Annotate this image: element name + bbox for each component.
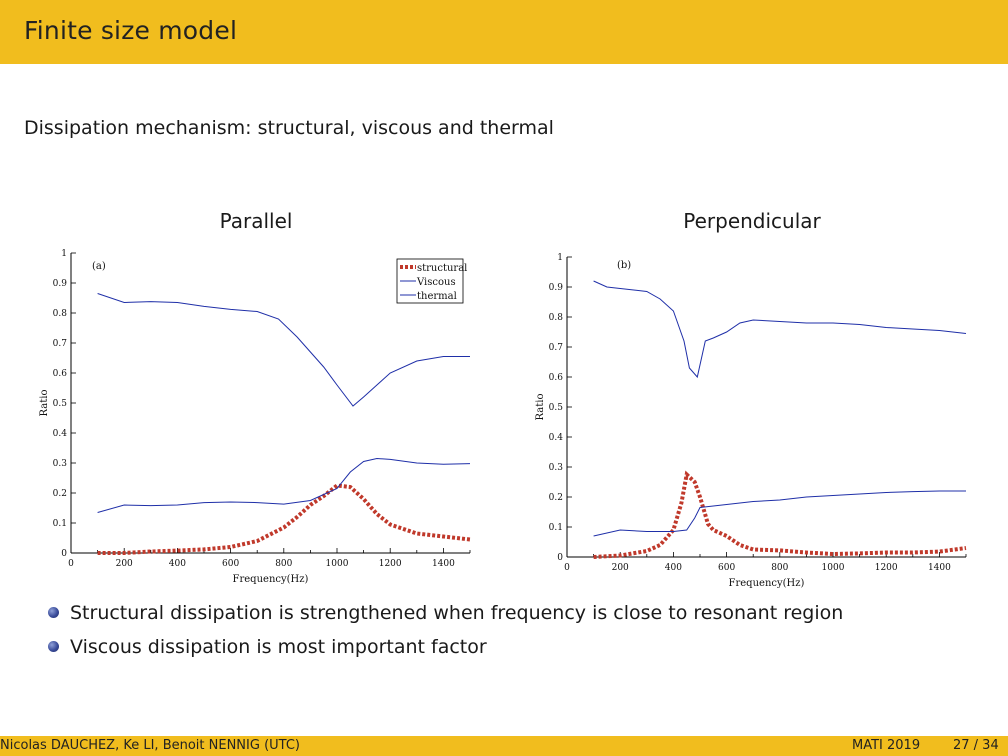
x-tick-label: 1000: [326, 559, 349, 569]
y-tick-label: 0.4: [549, 433, 564, 443]
series-line-thermal: [97, 457, 471, 513]
y-tick-label: 0: [557, 553, 563, 563]
y-tick-label: 0: [61, 549, 67, 559]
y-tick-label: 0.4: [53, 429, 68, 439]
x-axis-label: Frequency(Hz): [233, 574, 309, 585]
y-tick-label: 0.9: [53, 279, 68, 289]
x-tick-label: 1000: [822, 563, 845, 573]
slide-title: Finite size model: [24, 16, 238, 45]
y-tick-label: 0.5: [549, 403, 564, 413]
footer-bar: Nicolas DAUCHEZ, Ke LI, Benoit NENNIG (U…: [0, 736, 1008, 756]
x-tick-label: 1400: [928, 563, 951, 573]
y-tick-label: 0.6: [549, 373, 564, 383]
x-tick-label: 200: [612, 563, 629, 573]
series-line-viscous: [97, 293, 470, 407]
bullet-dot-icon: [48, 607, 59, 618]
y-tick-label: 0.1: [549, 523, 563, 533]
x-axis-label: Frequency(Hz): [729, 578, 805, 589]
panel-title-perpendicular: Perpendicular: [683, 209, 821, 233]
legend-label-thermal: thermal: [417, 291, 457, 302]
x-tick-label: 1400: [432, 559, 455, 569]
x-tick-label: 400: [665, 563, 682, 573]
series-line-viscous: [593, 280, 967, 379]
y-tick-label: 0.7: [549, 343, 564, 353]
y-tick-label: 0.1: [53, 519, 67, 529]
series-line-structural: [593, 470, 967, 559]
slide-subtitle: Dissipation mechanism: structural, visco…: [24, 117, 554, 139]
legend-label-viscous: Viscous: [416, 277, 456, 288]
y-tick-label: 0.8: [549, 313, 564, 323]
y-tick-label: 0.3: [53, 459, 68, 469]
footer-page-number: 27 / 34: [953, 738, 999, 753]
y-tick-label: 0.5: [53, 399, 68, 409]
footer-venue: MATI 2019: [852, 738, 921, 753]
bullet-text: Viscous dissipation is most important fa…: [70, 636, 487, 658]
title-bar: [0, 0, 1008, 64]
bullet-dot-icon: [48, 641, 59, 652]
y-tick-label: 0.8: [53, 309, 68, 319]
x-tick-label: 800: [771, 563, 788, 573]
x-tick-label: 200: [116, 559, 133, 569]
y-axis-label: Ratio: [39, 390, 50, 417]
bullet-list: Structural dissipation is strengthened w…: [48, 596, 843, 664]
x-tick-label: 600: [718, 563, 735, 573]
series-line-thermal: [593, 490, 966, 537]
y-tick-label: 0.2: [53, 489, 67, 499]
x-tick-label: 600: [222, 559, 239, 569]
y-tick-label: 0.9: [549, 283, 564, 293]
y-tick-label: 1: [557, 253, 563, 263]
panel-tag: (a): [92, 261, 106, 272]
y-tick-label: 0.2: [549, 493, 563, 503]
x-tick-label: 1200: [379, 559, 402, 569]
x-tick-label: 0: [68, 559, 74, 569]
legend-label-structural: structural: [417, 263, 467, 274]
y-tick-label: 0.7: [53, 339, 68, 349]
x-tick-label: 1200: [875, 563, 898, 573]
x-tick-label: 800: [275, 559, 292, 569]
y-axis-label: Ratio: [535, 394, 546, 421]
x-tick-label: 0: [564, 563, 570, 573]
bullet-text: Structural dissipation is strengthened w…: [70, 602, 844, 624]
y-tick-label: 0.3: [549, 463, 564, 473]
x-tick-label: 400: [169, 559, 186, 569]
y-tick-label: 1: [61, 249, 67, 259]
bullet-item: Structural dissipation is strengthened w…: [48, 596, 843, 630]
panel-tag: (b): [617, 260, 631, 271]
y-tick-label: 0.6: [53, 369, 68, 379]
series-line-structural: [97, 483, 471, 555]
footer-authors: Nicolas DAUCHEZ, Ke LI, Benoit NENNIG (U…: [0, 738, 300, 753]
bullet-item: Viscous dissipation is most important fa…: [48, 630, 843, 664]
panel-title-parallel: Parallel: [219, 209, 293, 233]
